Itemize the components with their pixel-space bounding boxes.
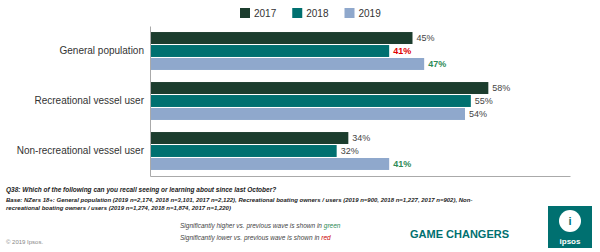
data-label: 47% xyxy=(428,59,446,69)
y-axis-line xyxy=(150,27,151,177)
x-axis-line xyxy=(151,176,571,177)
bar xyxy=(150,108,465,120)
x-axis xyxy=(151,176,571,177)
footnote: Base: NZers 18+: General population (201… xyxy=(6,197,472,203)
data-labels: 45% 58% 34% 41% 55% 32% 47% 54% 41% xyxy=(341,33,511,169)
bar xyxy=(150,95,471,107)
logo: i ipsos xyxy=(548,206,592,248)
legend-item: 2019 xyxy=(345,8,382,19)
sig-note: Significantly lower vs. previous wave is… xyxy=(180,234,321,242)
data-label: 55% xyxy=(475,96,493,106)
y-tick: Non-recreational vessel user xyxy=(17,145,145,156)
sig-note: Significantly higher vs. previous wave i… xyxy=(180,222,324,230)
y-axis: General population Recreational vessel us… xyxy=(17,27,151,177)
y-tick-label: Recreational vessel user xyxy=(35,95,145,106)
logo-box xyxy=(548,206,592,248)
bar xyxy=(150,82,488,94)
legend-label: 2017 xyxy=(254,8,277,19)
data-label: 32% xyxy=(341,146,359,156)
legend-item: 2017 xyxy=(240,8,277,19)
legend-swatch xyxy=(292,8,302,18)
y-tick: General population xyxy=(59,45,144,56)
logo-circle xyxy=(559,210,581,232)
legend-item: 2018 xyxy=(292,8,329,19)
brand: GAME CHANGERS xyxy=(410,228,509,240)
legend-swatch xyxy=(345,8,355,18)
logo-text: ipsos xyxy=(560,237,581,246)
logo-mark: i xyxy=(568,215,571,227)
data-label: 41% xyxy=(393,159,411,169)
bar xyxy=(150,158,389,170)
data-label: 58% xyxy=(492,83,510,93)
data-label: 34% xyxy=(352,133,370,143)
bar xyxy=(150,32,413,44)
legend-swatch xyxy=(240,8,250,18)
footnote: Q38: Which of the following can you reca… xyxy=(6,186,276,194)
bars xyxy=(150,32,488,170)
y-tick: Recreational vessel user xyxy=(35,95,145,106)
bar xyxy=(150,145,337,157)
bar xyxy=(150,45,389,57)
data-label: 54% xyxy=(469,109,487,119)
chart: 45% 58% 34% 41% 55% 32% 47% 54% 41% General popul… xyxy=(0,0,600,252)
legend-label: 2018 xyxy=(306,8,329,19)
footnote: recreational boating owners / users (201… xyxy=(6,205,231,211)
legend: 2017 2018 2019 xyxy=(240,8,381,19)
y-tick-label: Non-recreational vessel user xyxy=(17,145,145,156)
bar xyxy=(150,132,348,144)
bar xyxy=(150,58,424,70)
data-label: 41% xyxy=(393,46,411,56)
sig-word: green xyxy=(324,222,341,230)
legend-label: 2019 xyxy=(359,8,382,19)
data-label: 45% xyxy=(417,33,435,43)
plot: 45% 58% 34% 41% 55% 32% 47% 54% 41% General popul… xyxy=(17,27,571,177)
sig-word: red xyxy=(321,234,331,241)
copyright: © 2019 Ipsos. xyxy=(6,239,43,245)
footer: Q38: Which of the following can you reca… xyxy=(6,186,509,245)
y-tick-label: General population xyxy=(59,45,144,56)
